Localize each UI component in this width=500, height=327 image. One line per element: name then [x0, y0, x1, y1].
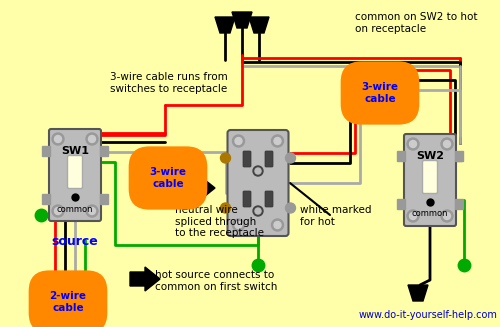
Circle shape [88, 135, 96, 143]
Bar [100, 146, 108, 156]
Circle shape [272, 135, 283, 147]
Text: hot source connects to
common on first switch: hot source connects to common on first s… [155, 270, 278, 292]
Circle shape [255, 168, 261, 174]
Polygon shape [185, 176, 215, 200]
Circle shape [232, 135, 244, 147]
Circle shape [410, 213, 416, 219]
FancyBboxPatch shape [68, 156, 82, 188]
Text: 3-wire cable runs from
switches to receptacle: 3-wire cable runs from switches to recep… [110, 72, 228, 94]
FancyBboxPatch shape [404, 134, 456, 226]
Circle shape [220, 153, 230, 163]
Circle shape [86, 205, 98, 217]
Circle shape [407, 138, 419, 150]
Text: www.do-it-yourself-help.com: www.do-it-yourself-help.com [358, 310, 497, 320]
Polygon shape [232, 12, 252, 28]
FancyBboxPatch shape [243, 151, 251, 167]
Circle shape [441, 210, 453, 222]
Polygon shape [215, 17, 235, 33]
Circle shape [407, 210, 419, 222]
Circle shape [253, 166, 263, 176]
FancyBboxPatch shape [228, 130, 288, 236]
Circle shape [272, 219, 283, 231]
Text: common on SW2 to hot
on receptacle: common on SW2 to hot on receptacle [355, 12, 478, 34]
Bar [455, 199, 463, 209]
FancyBboxPatch shape [49, 129, 101, 221]
Circle shape [444, 213, 450, 219]
Text: common: common [57, 204, 93, 214]
Circle shape [253, 206, 263, 216]
Bar [42, 146, 50, 156]
Text: source: source [52, 235, 98, 248]
FancyBboxPatch shape [243, 191, 251, 207]
Circle shape [274, 221, 281, 229]
Bar [397, 151, 405, 161]
Circle shape [86, 133, 98, 145]
Bar [455, 151, 463, 161]
Text: common: common [412, 210, 448, 218]
Text: SW1: SW1 [61, 146, 89, 156]
Circle shape [52, 205, 64, 217]
Circle shape [232, 219, 244, 231]
Circle shape [220, 203, 230, 213]
Circle shape [235, 221, 242, 229]
FancyBboxPatch shape [265, 151, 273, 167]
Circle shape [235, 137, 242, 145]
Text: 3-wire
cable: 3-wire cable [150, 167, 186, 189]
Circle shape [410, 141, 416, 147]
Bar [100, 194, 108, 204]
Circle shape [54, 208, 62, 215]
Polygon shape [130, 267, 160, 291]
Bar [42, 194, 50, 204]
Circle shape [441, 138, 453, 150]
Bar [397, 199, 405, 209]
Text: white marked
for hot: white marked for hot [300, 205, 372, 227]
FancyBboxPatch shape [265, 191, 273, 207]
FancyBboxPatch shape [422, 161, 438, 194]
Circle shape [286, 203, 296, 213]
Text: 3-wire
cable: 3-wire cable [362, 82, 399, 104]
Circle shape [444, 141, 450, 147]
Circle shape [286, 153, 296, 163]
Polygon shape [249, 17, 269, 33]
Circle shape [52, 133, 64, 145]
Polygon shape [408, 285, 428, 301]
Text: 2-wire
cable: 2-wire cable [50, 291, 86, 313]
Circle shape [54, 135, 62, 143]
Text: SW2: SW2 [416, 151, 444, 161]
Circle shape [255, 208, 261, 214]
Circle shape [88, 208, 96, 215]
Circle shape [274, 137, 281, 145]
Text: neutral wire
spliced through
to the receptacle: neutral wire spliced through to the rece… [175, 205, 264, 238]
